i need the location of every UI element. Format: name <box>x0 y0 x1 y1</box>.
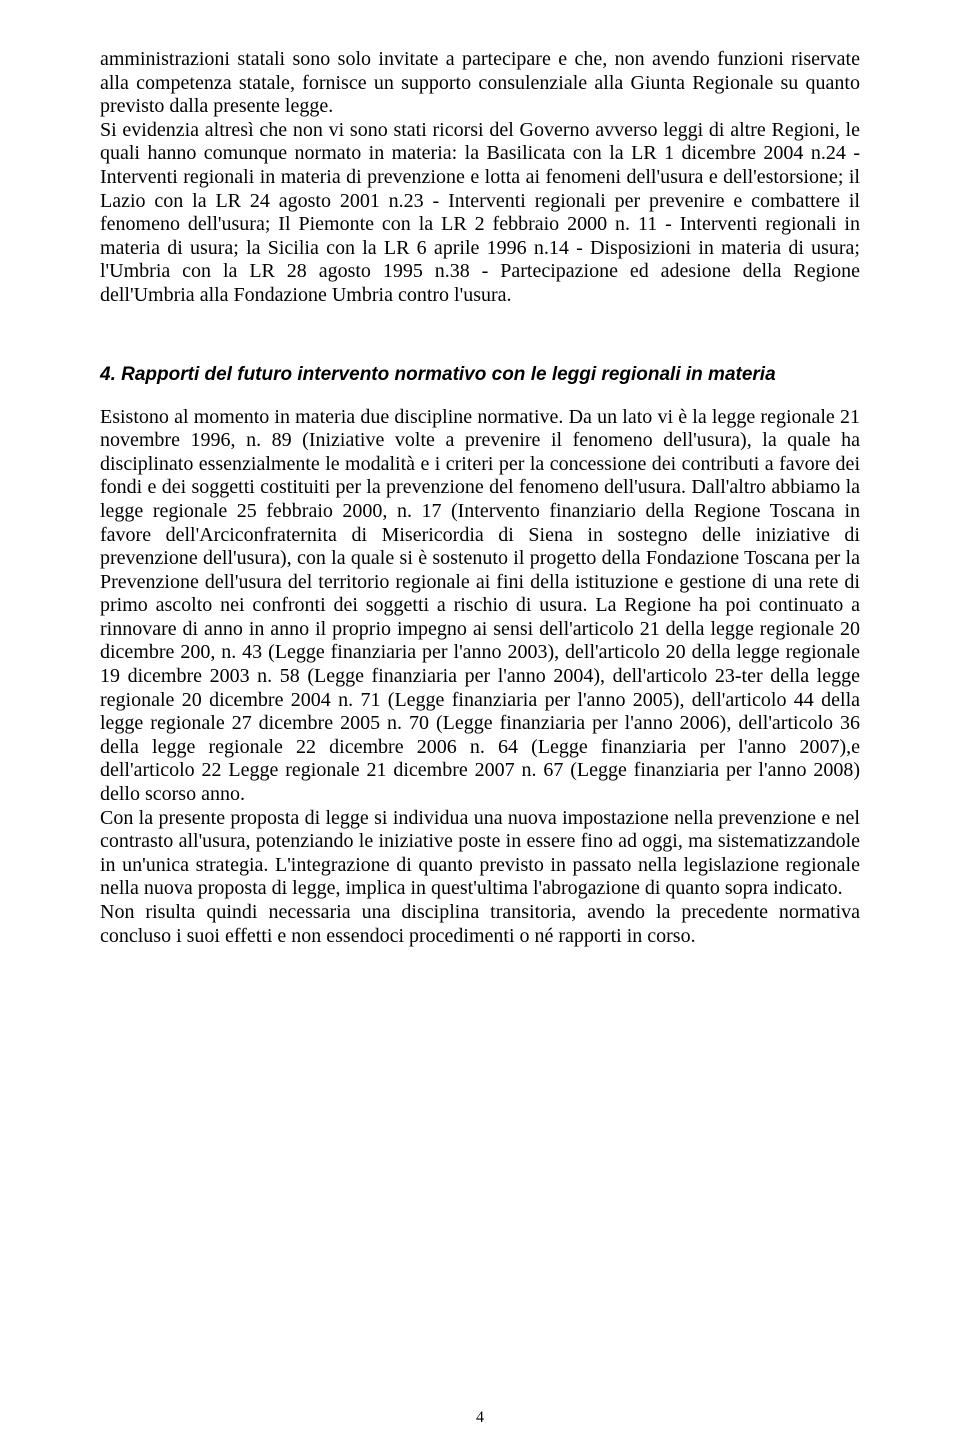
section-heading: 4. Rapporti del futuro intervento normat… <box>100 364 860 386</box>
paragraph-3: Esistono al momento in materia due disci… <box>100 406 860 949</box>
paragraph-1: amministrazioni statali sono solo invita… <box>100 48 860 308</box>
document-page: amministrazioni statali sono solo invita… <box>0 0 960 1451</box>
paragraph-3-text: Esistono al momento in materia due disci… <box>100 406 860 806</box>
paragraph-5-text: Non risulta quindi necessaria una discip… <box>100 901 860 947</box>
paragraph-1-text: amministrazioni statali sono solo invita… <box>100 48 860 117</box>
spacer <box>100 336 860 364</box>
paragraph-2-text: Si evidenzia altresì che non vi sono sta… <box>100 119 860 306</box>
paragraph-4-text: Con la presente proposta di legge si ind… <box>100 807 860 900</box>
page-number: 4 <box>0 1409 960 1427</box>
